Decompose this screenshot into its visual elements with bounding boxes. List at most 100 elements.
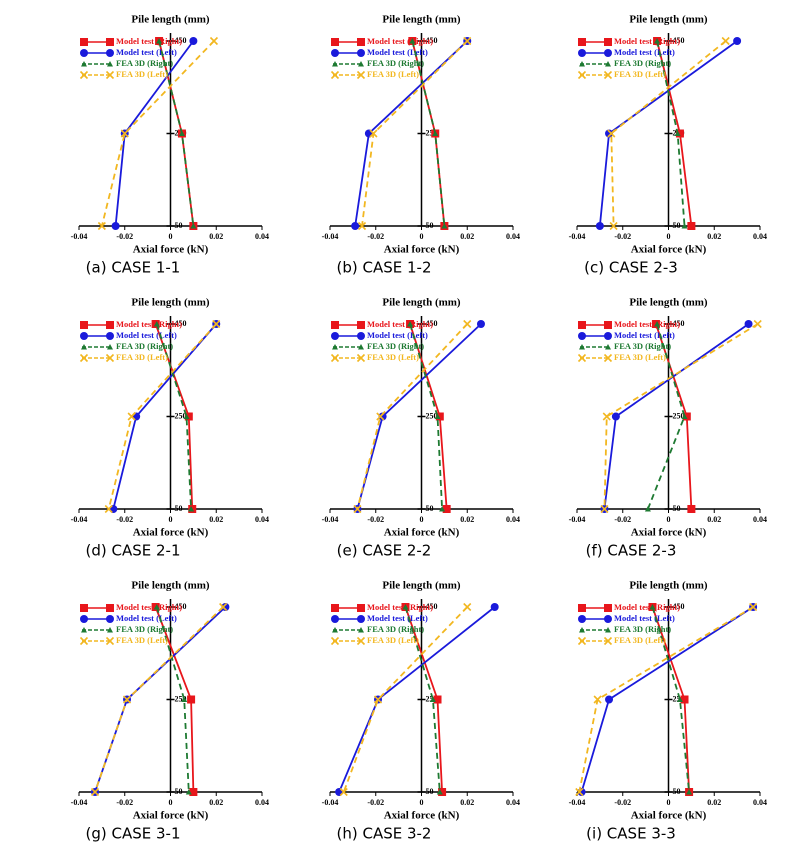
x-axis-label: Axial force (kN) [384, 810, 460, 822]
x-tick-label: 0.02 [209, 232, 223, 241]
x-axis-label: Axial force (kN) [384, 527, 460, 539]
marker [438, 788, 447, 796]
series-line [404, 606, 441, 793]
x-tick-label: -0.02 [614, 515, 631, 524]
legend-label: FEA 3D (Right) [367, 624, 424, 634]
marker [442, 505, 451, 513]
chart-title: Pile length (mm) [131, 580, 210, 592]
y-tick-label: 50 [175, 787, 183, 796]
panel: Pile length (mm) -0.04 -0.02 0 0.02 0.04 50 250… [322, 297, 520, 560]
panel: Pile length (mm) -0.04 -0.02 0 0.02 0.04 50 250… [569, 297, 767, 560]
marker [681, 413, 688, 419]
legend-marker [330, 70, 340, 80]
legend-marker [358, 61, 364, 67]
marker [221, 603, 230, 611]
marker [744, 320, 753, 328]
marker [686, 789, 693, 795]
legend-marker [79, 70, 89, 80]
legend-marker [332, 344, 338, 350]
legend-label: Model test (Right) [116, 319, 182, 329]
marker [441, 223, 448, 229]
legend-label: Model test (Left) [614, 613, 675, 623]
marker [127, 412, 136, 421]
legend-marker [605, 61, 611, 67]
marker [439, 506, 446, 512]
x-tick-label: -0.04 [71, 798, 88, 807]
legend-marker [578, 615, 586, 623]
x-tick-label: -0.04 [322, 515, 339, 524]
x-axis-label: Axial force (kN) [133, 527, 209, 539]
legend-marker [356, 70, 366, 80]
marker [602, 412, 611, 421]
legend-marker [107, 61, 113, 67]
legend-label: Model test (Right) [614, 319, 680, 329]
y-tick-label: 250 [175, 411, 187, 420]
marker [351, 222, 360, 230]
x-tick-label: -0.02 [367, 798, 384, 807]
x-tick-label: 0 [420, 798, 424, 807]
legend-marker [80, 321, 88, 329]
marker [122, 695, 132, 704]
legend-label: FEA 3D (Right) [614, 624, 671, 634]
legend-marker [331, 38, 339, 46]
marker [733, 37, 742, 45]
legend-label: Model test (Right) [367, 602, 433, 612]
x-tick-label: 0 [169, 515, 173, 524]
marker [681, 223, 688, 229]
marker [605, 695, 614, 704]
marker [435, 412, 444, 421]
x-tick-label: 0.02 [707, 798, 721, 807]
legend-label: FEA 3D (Left) [367, 352, 419, 362]
y-tick-label: 450 [673, 36, 685, 45]
chart-title: Pile length (mm) [131, 14, 210, 26]
chart-title: Pile length (mm) [629, 297, 708, 309]
marker [680, 695, 689, 704]
x-tick-label: 0.02 [460, 515, 474, 524]
legend-label: FEA 3D (Left) [614, 635, 666, 645]
legend-marker [357, 604, 365, 612]
legend-label: FEA 3D (Left) [367, 69, 419, 79]
series-line [342, 606, 468, 793]
marker [434, 413, 441, 419]
legend-marker [577, 353, 587, 363]
y-tick-label: 250 [426, 694, 438, 703]
marker [189, 37, 198, 45]
legend-label: Model test (Left) [614, 330, 675, 340]
caption: (g) CASE 3-1 [86, 825, 181, 843]
legend-marker [604, 332, 612, 340]
x-tick-label: -0.02 [367, 515, 384, 524]
legend-label: FEA 3D (Left) [116, 69, 168, 79]
legend-marker [330, 636, 340, 646]
legend-marker [578, 321, 586, 329]
marker [183, 413, 190, 419]
y-tick-label: 450 [175, 36, 187, 45]
marker [436, 789, 443, 795]
legend-marker [578, 38, 586, 46]
legend-marker [106, 615, 114, 623]
x-tick-label: 0.02 [460, 232, 474, 241]
chart-title: Pile length (mm) [382, 297, 461, 309]
legend-label: Model test (Left) [367, 330, 428, 340]
legend-label: Model test (Left) [614, 47, 675, 57]
legend-label: Model test (Right) [614, 602, 680, 612]
marker [721, 36, 730, 46]
marker [153, 604, 160, 610]
marker [209, 36, 219, 46]
x-tick-label: 0.04 [753, 515, 767, 524]
marker [184, 412, 193, 421]
marker [687, 505, 696, 513]
x-tick-label: -0.04 [569, 515, 586, 524]
marker [607, 129, 616, 138]
legend-marker [106, 332, 114, 340]
x-tick-label: 0 [420, 232, 424, 241]
marker [407, 321, 414, 327]
caption: (e) CASE 2-2 [337, 542, 432, 560]
legend-marker [105, 636, 115, 646]
marker [97, 221, 106, 231]
legend-marker [605, 627, 611, 633]
legend-label: FEA 3D (Left) [614, 69, 666, 79]
marker [353, 504, 362, 514]
x-tick-label: -0.04 [322, 232, 339, 241]
legend-marker [577, 636, 587, 646]
